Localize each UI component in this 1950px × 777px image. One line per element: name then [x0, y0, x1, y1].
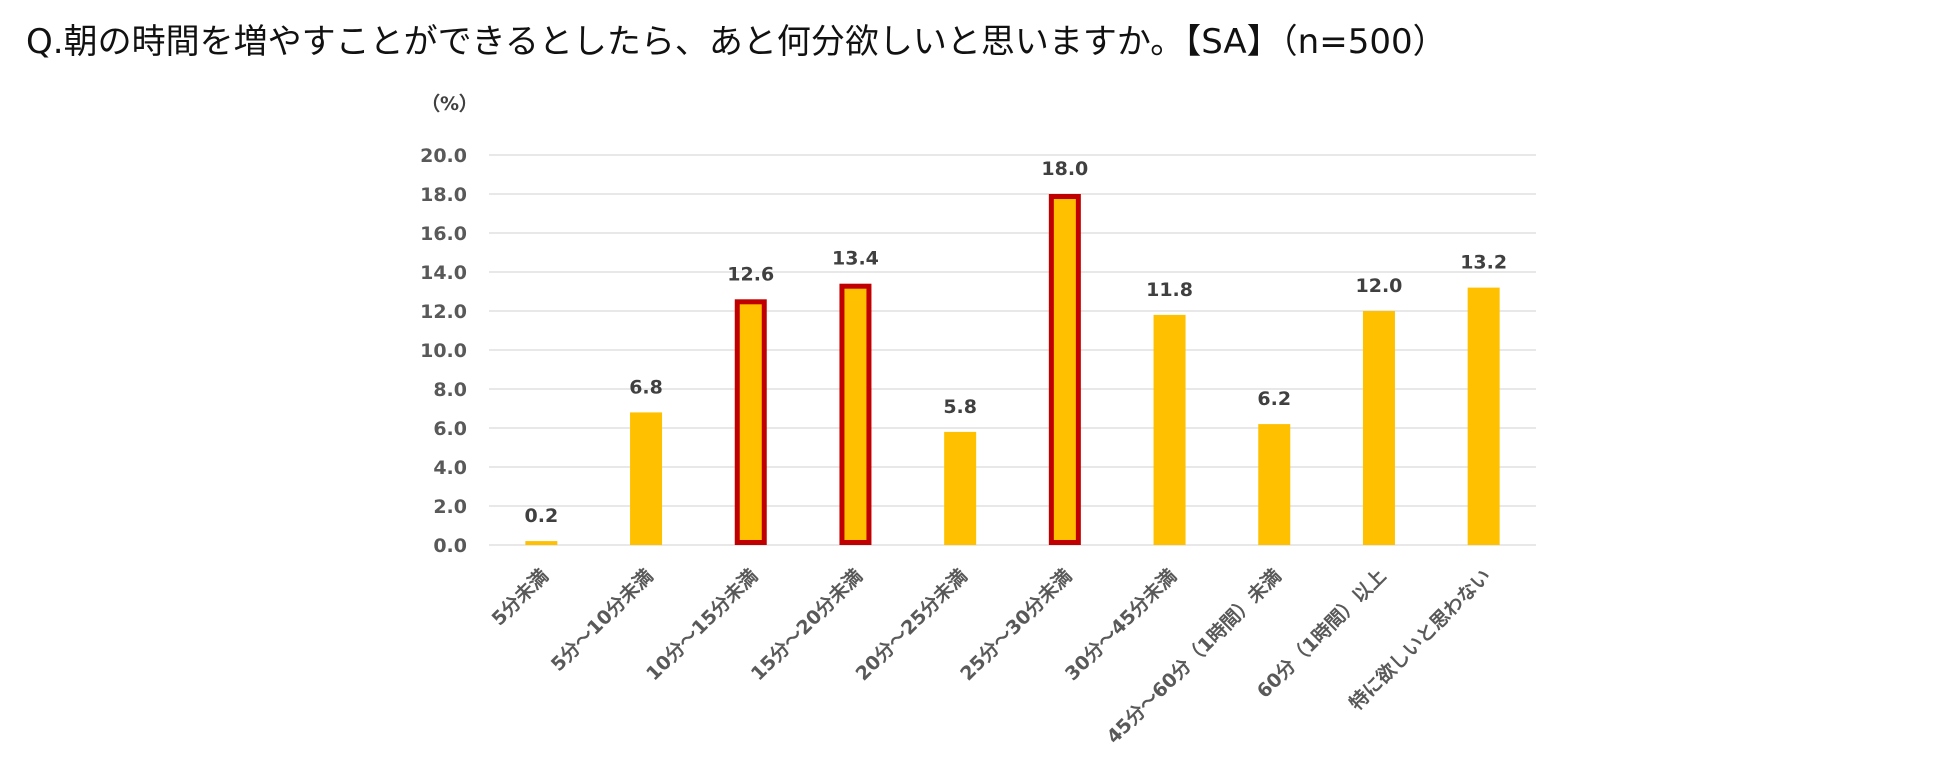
bar-highlighted	[839, 283, 872, 545]
bar	[525, 541, 558, 545]
data-label: 12.6	[727, 263, 774, 285]
y-axis-tick-labels: 0.0 2.0 4.0 6.0 8.0 10.0 12.0 14.0 16.0 18.0 20.0	[420, 145, 467, 557]
category-label: 10分～15分未満	[641, 564, 762, 685]
category-label: 30分～45分未満	[1060, 564, 1181, 685]
category-label: 5分～10分未満	[546, 564, 657, 675]
bar	[1258, 424, 1291, 545]
data-labels: 0.2 6.8 12.6 13.4 5.8 18.0 11.8 6.2 12.0 13.2	[525, 158, 1508, 527]
category-label: 45分～60分（1時間）未満	[1102, 564, 1286, 748]
category-label: 5分未満	[487, 564, 553, 630]
bar	[944, 431, 977, 545]
y-tick-label: 4.0	[433, 457, 467, 479]
chart-title: Q.朝の時間を増やすことができるとしたら、あと何分欲しいと思いますか。【SA】（…	[26, 22, 1447, 62]
category-label: 15分～20分未満	[746, 564, 867, 685]
data-label: 5.8	[943, 396, 977, 418]
y-tick-label: 2.0	[433, 496, 467, 518]
bar-highlighted	[734, 299, 767, 545]
bar	[1362, 311, 1395, 545]
category-label: 20分～25分未満	[851, 564, 972, 685]
bar	[1153, 314, 1186, 545]
y-tick-label: 12.0	[420, 301, 467, 323]
y-tick-label: 0.0	[433, 535, 467, 557]
y-tick-label: 20.0	[420, 145, 467, 167]
y-tick-label: 18.0	[420, 184, 467, 206]
y-tick-label: 14.0	[420, 262, 467, 284]
bars	[525, 194, 1500, 545]
bar-highlighted	[1048, 194, 1081, 545]
data-label: 12.0	[1356, 275, 1403, 297]
data-label: 0.2	[525, 505, 559, 527]
y-tick-label: 6.0	[433, 418, 467, 440]
data-label: 6.8	[629, 376, 663, 398]
data-label: 13.4	[832, 248, 879, 270]
data-label: 13.2	[1460, 252, 1507, 274]
y-axis-unit-label: （%）	[421, 92, 478, 115]
category-label: 25分～30分未満	[956, 564, 1077, 685]
data-label: 18.0	[1041, 158, 1088, 180]
y-tick-label: 8.0	[433, 379, 467, 401]
bar	[1467, 287, 1500, 545]
data-label: 6.2	[1257, 388, 1291, 410]
bar	[630, 412, 663, 545]
data-label: 11.8	[1146, 279, 1193, 301]
y-tick-label: 16.0	[420, 223, 467, 245]
category-labels: 5分未満5分～10分未満10分～15分未満15分～20分未満20分～25分未満2…	[487, 564, 1495, 748]
grid-lines	[489, 154, 1536, 546]
y-tick-label: 10.0	[420, 340, 467, 362]
